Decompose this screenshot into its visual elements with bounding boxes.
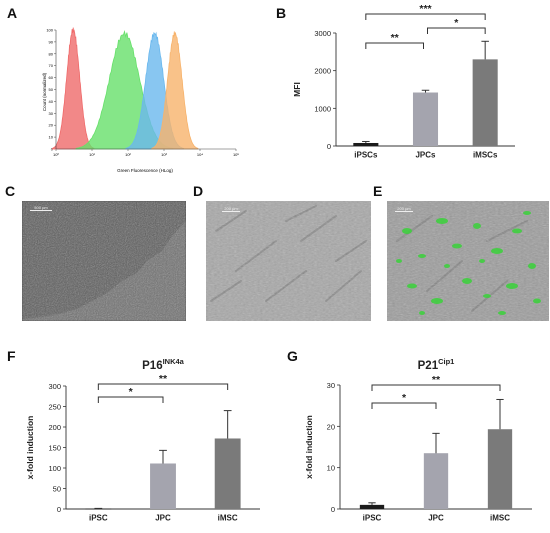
- scale-bar-d: 200 µm: [222, 206, 240, 212]
- y-axis-label: x-fold induction: [304, 415, 314, 479]
- panel-letter-d: D: [193, 183, 204, 199]
- panel-letter-c: C: [5, 183, 16, 199]
- significance-bracket: [365, 13, 486, 20]
- chart-title-superscript: Cip1: [438, 357, 454, 366]
- category-label: JPC: [428, 514, 444, 523]
- scale-bar-e-label: 200 µm: [397, 206, 411, 211]
- chart-title: P21Cip1: [418, 357, 455, 372]
- category-label: iMSC: [218, 514, 238, 523]
- bar-imsc: [214, 438, 241, 509]
- y-axis-label: MFI: [292, 82, 302, 97]
- panel-a-ytick-label: 70: [49, 63, 54, 68]
- panel-a-ytick-label: 50: [49, 87, 54, 92]
- panel-a-ylabel: Count (normalized): [42, 72, 47, 111]
- panel-a-ytick-label: 40: [49, 99, 54, 104]
- category-label: JPC: [155, 514, 171, 523]
- significance-label: *: [454, 17, 459, 29]
- significance-bracket: [371, 402, 437, 409]
- scale-bar-d-label: 200 µm: [224, 206, 238, 211]
- panel-letter-f: F: [7, 348, 16, 364]
- significance-bracket: [427, 27, 486, 34]
- panel-a-xtick-label: 10⁰: [53, 152, 59, 157]
- chart-title-superscript: INK4a: [163, 357, 185, 366]
- micrograph-d: 200 µm: [206, 201, 371, 321]
- panel-f-chart: 0 50 100 150 200 250 300 x-fold induction iPSC JP…: [25, 357, 260, 523]
- y-tick-label: 20: [327, 422, 335, 431]
- bar-jpc: [423, 453, 449, 509]
- panel-a-ytick-label: 10: [49, 135, 54, 140]
- y-tick-label: 100: [48, 464, 61, 473]
- panel-letter-e: E: [373, 183, 383, 199]
- panel-a-ytick-label: 20: [49, 123, 54, 128]
- panel-a-ytick-label: 80: [49, 51, 54, 56]
- category-label: iMSCs: [473, 151, 498, 160]
- chart-title-main: P16: [142, 360, 162, 372]
- category-label: iMSC: [490, 514, 510, 523]
- y-tick-label: 1000: [314, 104, 331, 113]
- panel-a-xlabel: Green Fluorescence (HLog): [117, 168, 173, 173]
- y-tick-label: 300: [48, 382, 61, 391]
- significance-label: **: [391, 32, 400, 44]
- bar-ipsc: [359, 504, 385, 509]
- micrograph-c: 500 µm: [22, 201, 186, 321]
- panel-a-xtick-label: 10¹: [89, 152, 95, 157]
- y-tick-label: 250: [48, 403, 61, 412]
- scale-bar-c: 500 µm: [30, 205, 52, 211]
- y-tick-label: 50: [53, 485, 61, 494]
- scale-bar-e: 200 µm: [395, 206, 413, 212]
- panel-a-histogram-series-4: [151, 31, 199, 150]
- y-tick-label: 0: [57, 505, 61, 514]
- panel-a-histogram: Count (normalized) Green Fluorescence (H…: [42, 28, 239, 174]
- y-tick-label: 30: [327, 381, 335, 390]
- chart-title-main: P21: [418, 360, 439, 372]
- y-tick-label: 3000: [314, 29, 331, 38]
- panel-a-ytick-label: 100: [46, 28, 53, 33]
- y-tick-label: 2000: [314, 67, 331, 76]
- significance-label: *: [129, 386, 134, 398]
- bar-imscs: [472, 59, 498, 146]
- panel-letter-g: G: [287, 348, 298, 364]
- panel-a-histogram-series-1: [51, 27, 95, 150]
- bar-jpc: [150, 463, 176, 509]
- panel-letter-a: A: [7, 5, 18, 21]
- y-tick-label: 0: [331, 505, 335, 514]
- significance-label: **: [159, 373, 168, 385]
- significance-bracket: [365, 42, 424, 49]
- category-label: iPSC: [89, 514, 108, 523]
- panel-a-xtick-label: 10⁵: [233, 152, 239, 157]
- panel-letter-b: B: [276, 5, 287, 21]
- category-label: iPSC: [363, 514, 382, 523]
- panel-a-ytick-label: 90: [49, 39, 54, 44]
- bar-ipsc: [85, 508, 112, 510]
- scale-bar-c-label: 500 µm: [34, 205, 48, 210]
- y-axis-label: x-fold induction: [25, 416, 35, 480]
- panel-a-ytick-label: 60: [49, 75, 54, 80]
- y-tick-label: 10: [327, 464, 335, 473]
- y-tick-label: 0: [327, 142, 331, 151]
- significance-bracket: [97, 383, 229, 390]
- panel-a-xtick-label: 10³: [161, 152, 167, 157]
- panel-a-xtick-label: 10⁴: [197, 152, 203, 157]
- micrograph-e: 200 µm: [387, 201, 549, 321]
- panel-a-xtick-label: 10²: [125, 152, 131, 157]
- significance-label: *: [402, 392, 407, 404]
- category-label: iPSCs: [354, 151, 378, 160]
- y-tick-label: 150: [48, 444, 61, 453]
- chart-title: P16INK4a: [142, 357, 185, 372]
- bar-imsc: [487, 429, 513, 509]
- category-label: JPCs: [415, 151, 436, 160]
- significance-label: ***: [419, 3, 432, 15]
- bar-jpcs: [412, 92, 439, 146]
- significance-label: **: [432, 374, 441, 386]
- significance-bracket: [97, 396, 164, 403]
- y-tick-label: 200: [48, 423, 61, 432]
- panel-a-ytick-label: 30: [49, 111, 54, 116]
- significance-bracket: [371, 384, 501, 391]
- bar-ipscs: [353, 142, 379, 146]
